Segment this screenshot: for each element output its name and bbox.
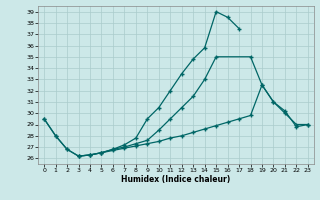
X-axis label: Humidex (Indice chaleur): Humidex (Indice chaleur) <box>121 175 231 184</box>
